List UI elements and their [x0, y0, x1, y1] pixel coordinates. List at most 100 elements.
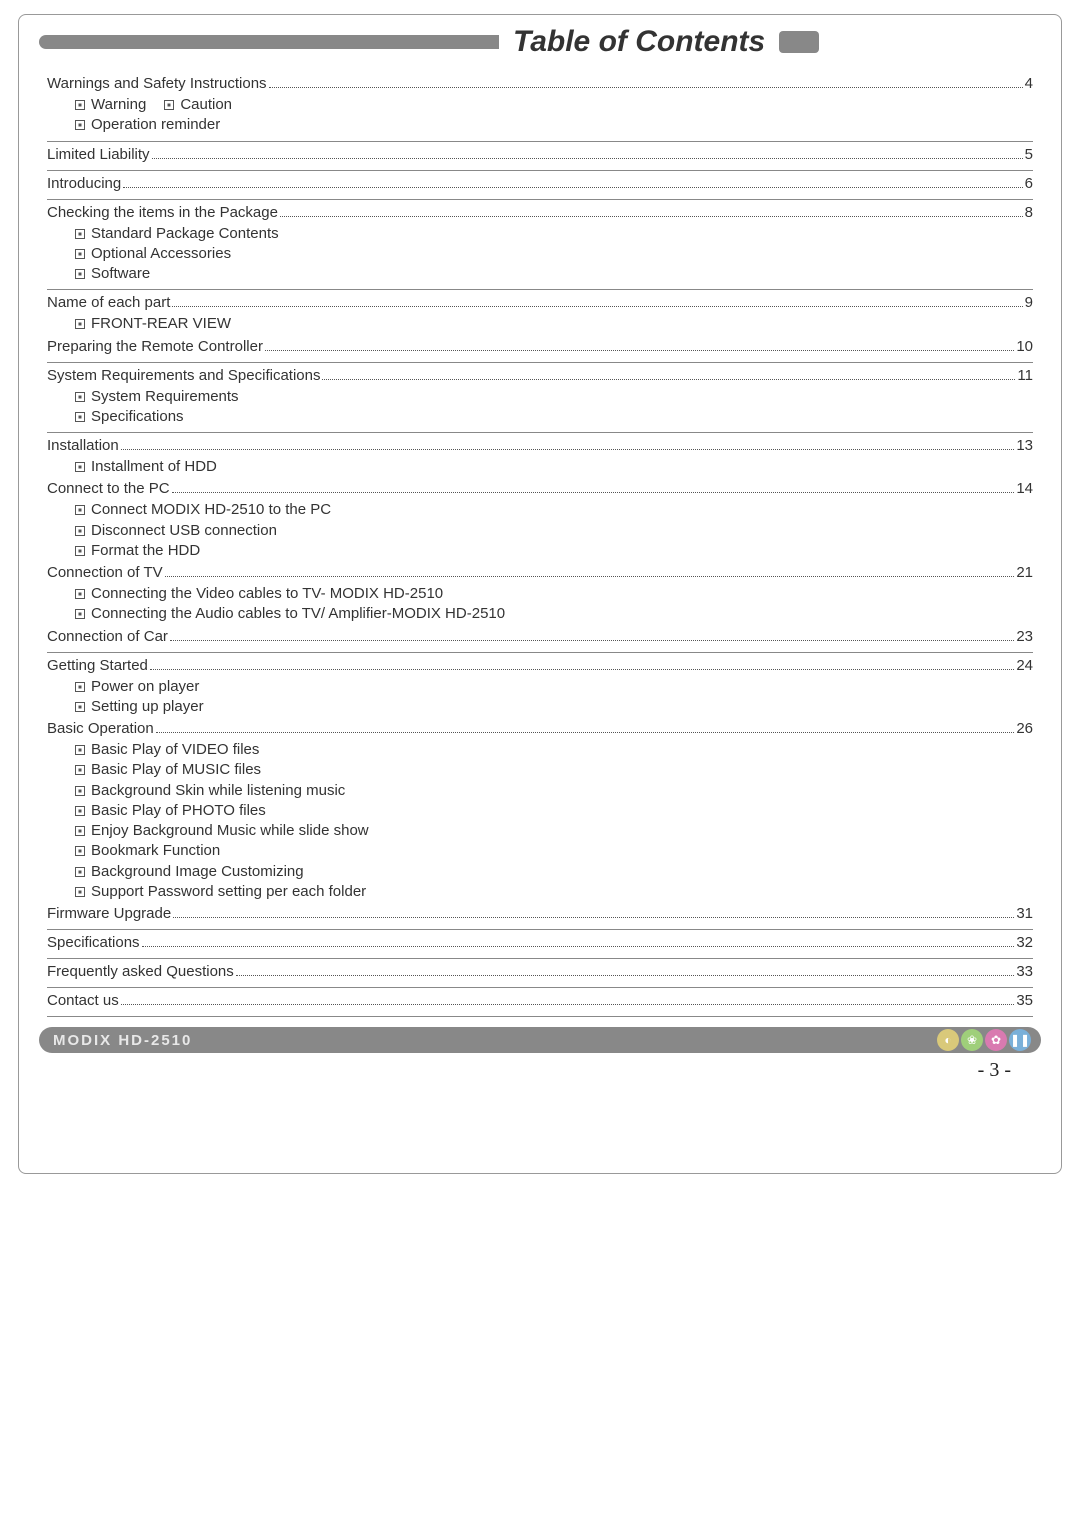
toc-entry: Connection of TV 21 [47, 562, 1033, 583]
toc-sub-label: Format the HDD [91, 541, 200, 561]
title-row: Table of Contents [39, 25, 1041, 59]
toc-label: Connection of TV [47, 562, 163, 583]
section-divider [47, 987, 1033, 988]
toc-dots [322, 379, 1015, 380]
toc-sub-label: Enjoy Background Music while slide show [91, 821, 369, 841]
page-title: Table of Contents [513, 25, 765, 59]
toc-sub-label: Basic Play of MUSIC files [91, 760, 261, 780]
title-bar-left [39, 35, 499, 49]
toc-label: Name of each part [47, 292, 170, 313]
bullet-icon [75, 786, 85, 796]
toc-sub-item: Basic Play of MUSIC files [75, 760, 1033, 780]
toc-label: Limited Liability [47, 144, 150, 165]
footer-brand: MODIX HD-2510 [53, 1032, 937, 1049]
toc-entry: Frequently asked Questions33 [47, 961, 1033, 982]
toc-label: Contact us [47, 990, 119, 1011]
bullet-icon [75, 589, 85, 599]
toc-entry: Name of each part 9 [47, 292, 1033, 313]
toc-label: Getting Started [47, 655, 148, 676]
bullet-icon [75, 826, 85, 836]
toc-sub-label: Connect MODIX HD-2510 to the PC [91, 500, 331, 520]
toc-sub-item: Caution [164, 95, 232, 115]
footer-icons: ◐❀✿❚❚ [937, 1029, 1031, 1051]
toc-sub-item: Format the HDD [75, 541, 1033, 561]
footer-pill: MODIX HD-2510 ◐❀✿❚❚ [39, 1027, 1041, 1053]
sub-row: Warning Caution [75, 95, 1033, 115]
toc-page: 35 [1016, 990, 1033, 1011]
toc-label: Checking the items in the Package [47, 202, 278, 223]
toc-label: Preparing the Remote Controller [47, 336, 263, 357]
bullet-icon [75, 867, 85, 877]
title-bar-right [779, 31, 819, 53]
page-frame: Table of Contents Warnings and Safety In… [18, 14, 1062, 1174]
bullet-icon [75, 249, 85, 259]
toc-sub-label: Power on player [91, 677, 199, 697]
toc-entry: Firmware Upgrade31 [47, 903, 1033, 924]
toc-sub-label: Support Password setting per each folder [91, 882, 366, 902]
toc-dots [156, 732, 1015, 733]
toc-page: 9 [1025, 292, 1033, 313]
toc-sub-label: Setting up player [91, 697, 204, 717]
toc-sub-label: Bookmark Function [91, 841, 220, 861]
toc-label: System Requirements and Specifications [47, 365, 320, 386]
toc-label: Connection of Car [47, 626, 168, 647]
toc-dots [152, 158, 1023, 159]
toc-sub-item: Standard Package Contents [75, 224, 1033, 244]
toc-sub-item: Power on player [75, 677, 1033, 697]
toc-page: 32 [1016, 932, 1033, 953]
bullet-icon [75, 319, 85, 329]
toc-sub-label: Basic Play of PHOTO files [91, 801, 266, 821]
toc-sub-item: Warning [75, 95, 146, 115]
toc-label: Introducing [47, 173, 121, 194]
toc-page: 5 [1025, 144, 1033, 165]
toc-sub-item: Enjoy Background Music while slide show [75, 821, 1033, 841]
toc-sub-item: Optional Accessories [75, 244, 1033, 264]
toc-entry: Basic Operation26 [47, 718, 1033, 739]
toc-sub-label: Background Image Customizing [91, 862, 304, 882]
toc-sub-item: Software [75, 264, 1033, 284]
section-divider [47, 170, 1033, 171]
bullet-icon [75, 229, 85, 239]
toc-page: 11 [1017, 365, 1033, 386]
toc-dots [121, 449, 1015, 450]
toc-sub-label: Disconnect USB connection [91, 521, 277, 541]
toc-sub-item: Connect MODIX HD-2510 to the PC [75, 500, 1033, 520]
toc-sub-label: FRONT-REAR VIEW [91, 314, 231, 334]
bullet-icon [75, 682, 85, 692]
page-number: - 3 - [39, 1059, 1041, 1082]
bullet-icon [75, 505, 85, 515]
toc-sub-item: Bookmark Function [75, 841, 1033, 861]
bullet-icon [164, 100, 174, 110]
toc-label: Warnings and Safety Instructions [47, 73, 267, 94]
footer-bar: MODIX HD-2510 ◐❀✿❚❚ [39, 1027, 1041, 1053]
toc-sub-label: Specifications [91, 407, 184, 427]
toc-label: Basic Operation [47, 718, 154, 739]
toc-page: 21 [1016, 562, 1033, 583]
toc-sub-label: Optional Accessories [91, 244, 231, 264]
footer-icon: ◐ [937, 1029, 959, 1051]
toc-dots [172, 306, 1022, 307]
toc-dots [142, 946, 1015, 947]
toc-sub-item: FRONT-REAR VIEW [75, 314, 1033, 334]
toc-entry: Connect to the PC14 [47, 478, 1033, 499]
toc-sub-item: Background Skin while listening music [75, 781, 1033, 801]
toc-entry: Contact us 35 [47, 990, 1033, 1011]
footer-icon: ✿ [985, 1029, 1007, 1051]
toc-page: 24 [1016, 655, 1033, 676]
toc-dots [165, 576, 1015, 577]
toc-entry: Checking the items in the Package8 [47, 202, 1033, 223]
toc-entry: Limited Liability 5 [47, 144, 1033, 165]
toc-sub-label: Standard Package Contents [91, 224, 279, 244]
toc-sub-label: Connecting the Video cables to TV- MODIX… [91, 584, 443, 604]
footer-icon: ❀ [961, 1029, 983, 1051]
toc-sub-item: Specifications [75, 407, 1033, 427]
toc-entry: Installation13 [47, 435, 1033, 456]
toc-sub-item: Basic Play of VIDEO files [75, 740, 1033, 760]
toc-page: 4 [1025, 73, 1033, 94]
toc-entry: Connection of Car23 [47, 626, 1033, 647]
toc-label: Firmware Upgrade [47, 903, 171, 924]
bullet-icon [75, 546, 85, 556]
bullet-icon [75, 100, 85, 110]
toc-sub-label: Caution [180, 95, 232, 115]
section-divider [47, 289, 1033, 290]
